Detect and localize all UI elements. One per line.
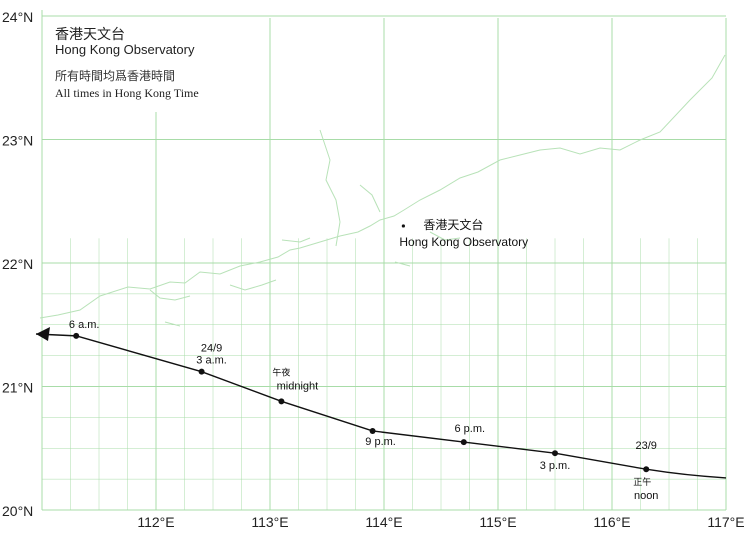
track-date-label: 23/9 [635, 440, 656, 452]
track-time-label: 3 a.m. [196, 355, 227, 367]
track-date-label: 24/9 [201, 343, 222, 355]
track-time-label: 9 p.m. [365, 436, 396, 448]
latitude-tick-label: 23°N [2, 133, 33, 149]
track-time-label: 6 p.m. [455, 423, 486, 435]
track-point [73, 332, 80, 339]
track-time-label-zh: 午夜 [272, 366, 290, 378]
longitude-tick-label: 116°E [593, 514, 630, 530]
track-points [73, 332, 650, 473]
track-time-label: 3 p.m. [540, 460, 571, 472]
track-labels: noon 23/9 正午 3 p.m. 6 p.m. 9 p.m. midnight 午夜 3 … [69, 319, 659, 502]
track-point [552, 450, 558, 457]
longitude-tick-label: 113°E [251, 514, 288, 530]
observatory-name-en: Hong Kong Observatory [399, 235, 528, 249]
track-point [460, 439, 467, 446]
latitude-tick-label: 22°N [2, 256, 33, 272]
track-time-label: midnight [277, 380, 319, 392]
longitude-labels: 112°E 113°E 114°E 115°E 116°E 117°E [137, 514, 744, 530]
track-point [198, 368, 205, 375]
title-zh: 香港天文台 [55, 27, 125, 43]
track-point [369, 427, 376, 434]
major-grid [41, 10, 727, 511]
track-point [643, 466, 650, 473]
track-time-label-zh: 正午 [633, 476, 651, 488]
longitude-tick-label: 117°E [707, 514, 744, 530]
longitude-tick-label: 114°E [365, 514, 402, 530]
latitude-tick-label: 20°N [2, 503, 33, 519]
title-en: Hong Kong Observatory [55, 42, 195, 57]
observatory-name-zh: 香港天文台 [423, 217, 483, 232]
observatory-marker [401, 224, 405, 228]
track-arrowhead [36, 327, 50, 341]
latitude-labels: 24°N 23°N 22°N 21°N 20°N [2, 9, 33, 519]
longitude-tick-label: 115°E [479, 514, 516, 530]
longitude-tick-label: 112°E [137, 514, 174, 530]
track-time-label: noon [634, 490, 658, 502]
coastline [39, 54, 726, 327]
track-point [278, 398, 285, 405]
latitude-tick-label: 21°N [2, 380, 33, 396]
time-note-zh: 所有時間均爲香港時間 [55, 69, 176, 83]
time-note-en: All times in Hong Kong Time [55, 86, 199, 100]
track-time-label: 6 a.m. [69, 319, 100, 331]
latitude-tick-label: 24°N [2, 9, 33, 25]
